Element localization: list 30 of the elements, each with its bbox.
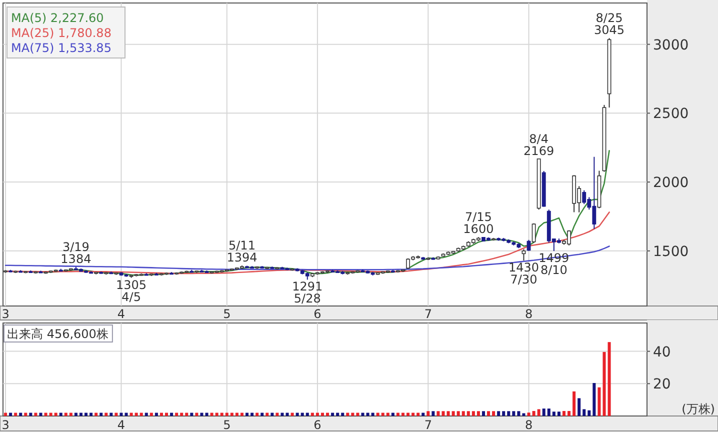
annotation: 8/4 2169 (524, 132, 554, 158)
annotation: 5/11 1394 (226, 238, 258, 265)
y-axis-title: (万株) (682, 402, 715, 416)
x-tick-label: 8 (524, 307, 533, 321)
annotation: 8/25 3045 (594, 11, 625, 38)
y-tick-label: 2000 (653, 175, 689, 192)
x-tick-label: 7 (424, 418, 432, 432)
x-tick-label: 8 (524, 418, 533, 432)
x-tick-label: 6 (314, 418, 322, 432)
annotation: 1305 4/5 (116, 278, 147, 304)
annotation: 7/15 1600 (463, 210, 494, 236)
x-tick-label: 6 (314, 307, 322, 321)
legend: MA(5) 2,227.60 MA(25) 1,780.88 MA(75) 1,533.85 (6, 6, 126, 58)
x-tick-label: 4 (117, 307, 126, 321)
note: 出来高 456,600株 (4, 324, 113, 342)
y-tick-label: 40 (653, 344, 671, 360)
x-tick-label: 5 (223, 307, 231, 321)
annotation: 1430 7/30 (508, 260, 540, 287)
annotation: 1291 5/28 (292, 280, 323, 306)
x-tick-label: 4 (117, 418, 126, 432)
y-tick-label: 2500 (653, 106, 689, 122)
x-tick-label: 5 (223, 418, 231, 432)
y-tick-label: 1500 (653, 244, 689, 260)
annotation: 出来高 456,600株 (7, 327, 108, 341)
y-tick-label: 3000 (653, 37, 689, 54)
y-tick-label: 20 (653, 376, 671, 393)
x-tick-label: 3 (2, 418, 10, 432)
annotation: 3/19 1384 (60, 240, 92, 266)
x-tick-label: 3 (2, 307, 10, 321)
x-tick-label: 7 (424, 307, 432, 321)
